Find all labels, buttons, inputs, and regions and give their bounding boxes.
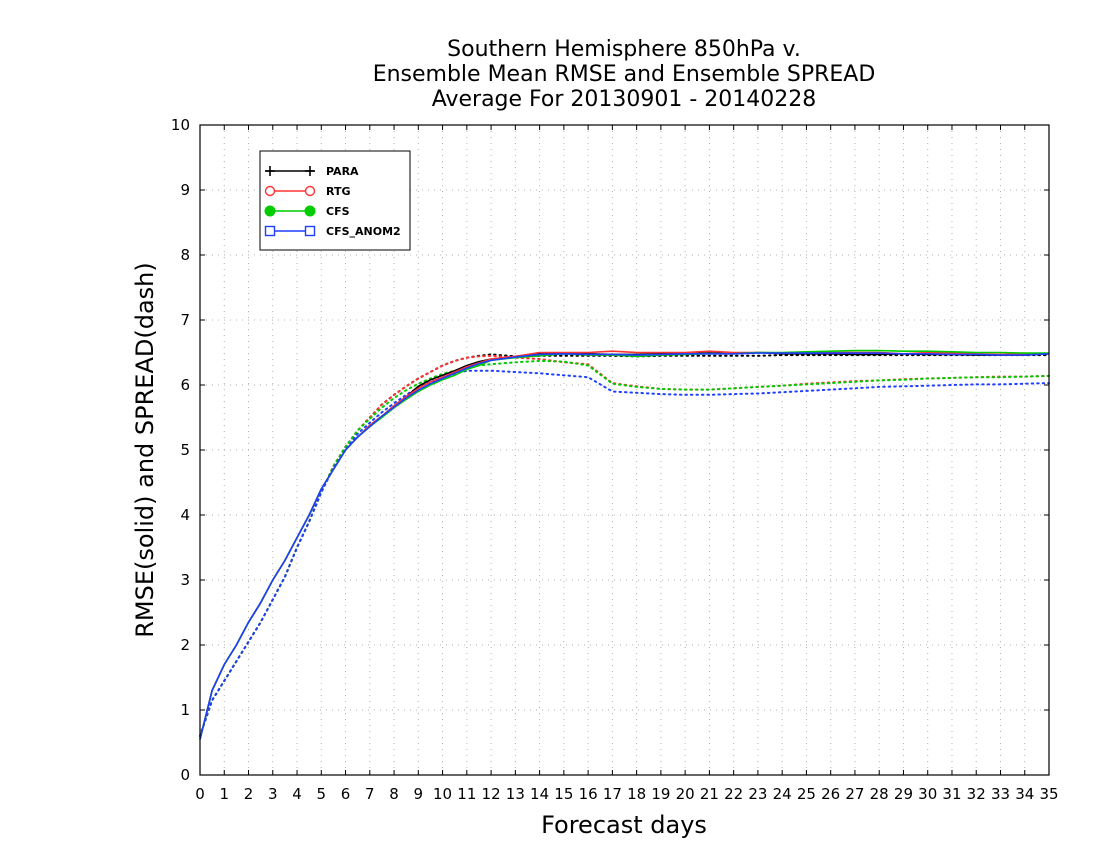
legend-label-rtg: RTG bbox=[326, 185, 351, 198]
x-tick-label: 31 bbox=[942, 785, 961, 803]
x-tick-label: 33 bbox=[991, 785, 1010, 803]
legend-box bbox=[259, 150, 411, 251]
x-tick-label: 20 bbox=[676, 785, 695, 803]
x-tick-label: 5 bbox=[317, 785, 327, 803]
chart-title-line-1: Southern Hemisphere 850hPa v. bbox=[447, 37, 801, 62]
x-tick-label: 7 bbox=[365, 785, 375, 803]
x-tick-label: 3 bbox=[268, 785, 278, 803]
series-rmse-cfs bbox=[199, 349, 1049, 740]
legend-label-para: PARA bbox=[326, 165, 359, 178]
legend-label-cfs: CFS bbox=[326, 205, 350, 218]
series-spread-para bbox=[199, 353, 1050, 737]
axis-ticks: 0 1 2 3 4 5 6 7 8 9 10 11 12 13 14 15 16 17 18 19 20 21 22 23 24… bbox=[171, 116, 1059, 803]
x-tick-label: 16 bbox=[579, 785, 598, 803]
x-tick-label: 12 bbox=[482, 785, 501, 803]
x-tick-label: 23 bbox=[748, 785, 767, 803]
x-tick-label: 17 bbox=[603, 785, 622, 803]
y-tick-label: 10 bbox=[171, 116, 190, 134]
x-tick-label: 13 bbox=[506, 785, 525, 803]
x-axis-label: Forecast days bbox=[541, 811, 707, 839]
x-tick-label: 34 bbox=[1015, 785, 1034, 803]
x-tick-label: 32 bbox=[967, 785, 986, 803]
series-rmse-rtg bbox=[199, 350, 1049, 740]
y-tick-label: 3 bbox=[180, 571, 190, 589]
x-tick-label: 9 bbox=[414, 785, 424, 803]
legend: PARA RTG CFS CFS_ANOM2 bbox=[259, 150, 411, 251]
x-tick-label: 2 bbox=[244, 785, 254, 803]
x-tick-label: 30 bbox=[918, 785, 937, 803]
x-tick-label: 14 bbox=[530, 785, 549, 803]
legend-label-cfs-anom2: CFS_ANOM2 bbox=[326, 225, 401, 238]
series-layer bbox=[199, 349, 1050, 740]
y-tick-label: 6 bbox=[180, 376, 190, 394]
y-tick-label: 4 bbox=[180, 506, 190, 524]
x-tick-label: 24 bbox=[773, 785, 792, 803]
x-tick-label: 1 bbox=[219, 785, 229, 803]
filled-circle-marker-icon bbox=[304, 205, 316, 217]
series-spread-cfs-anom2 bbox=[199, 369, 1050, 737]
y-tick-label: 9 bbox=[180, 181, 190, 199]
chart-title-line-3: Average For 20130901 - 20140228 bbox=[432, 87, 817, 112]
x-tick-label: 10 bbox=[433, 785, 452, 803]
y-tick-label: 5 bbox=[180, 441, 190, 459]
x-tick-label: 26 bbox=[821, 785, 840, 803]
x-tick-label: 0 bbox=[195, 785, 205, 803]
series-rmse-cfs-anom2 bbox=[199, 352, 1050, 740]
square-marker-icon bbox=[264, 225, 276, 237]
x-tick-label: 15 bbox=[554, 785, 573, 803]
y-tick-label: 7 bbox=[180, 311, 190, 329]
x-tick-label: 25 bbox=[797, 785, 816, 803]
x-tick-label: 4 bbox=[292, 785, 302, 803]
chart-title-line-2: Ensemble Mean RMSE and Ensemble SPREAD bbox=[373, 62, 876, 87]
y-tick-label: 2 bbox=[180, 636, 190, 654]
y-tick-label: 0 bbox=[180, 766, 190, 784]
filled-circle-marker-icon bbox=[264, 205, 276, 217]
x-tick-label: 18 bbox=[627, 785, 646, 803]
x-tick-label: 8 bbox=[389, 785, 399, 803]
x-tick-label: 27 bbox=[845, 785, 864, 803]
series-rmse-para bbox=[199, 351, 1050, 740]
x-tick-label: 11 bbox=[457, 785, 476, 803]
circle-marker-icon bbox=[304, 185, 316, 197]
y-tick-label: 1 bbox=[180, 701, 190, 719]
x-tick-label: 35 bbox=[1039, 785, 1058, 803]
x-tick-label: 19 bbox=[651, 785, 670, 803]
circle-marker-icon bbox=[264, 185, 276, 197]
x-tick-label: 22 bbox=[724, 785, 743, 803]
square-marker-icon bbox=[304, 225, 316, 237]
y-tick-label: 8 bbox=[180, 246, 190, 264]
x-tick-label: 29 bbox=[894, 785, 913, 803]
x-tick-label: 6 bbox=[341, 785, 351, 803]
x-tick-label: 28 bbox=[870, 785, 889, 803]
x-tick-label: 21 bbox=[700, 785, 719, 803]
grid bbox=[200, 125, 1049, 775]
series-spread-rtg bbox=[199, 354, 1050, 737]
series-spread-cfs bbox=[199, 359, 1050, 737]
y-axis-label: RMSE(solid) and SPREAD(dash) bbox=[131, 262, 159, 638]
